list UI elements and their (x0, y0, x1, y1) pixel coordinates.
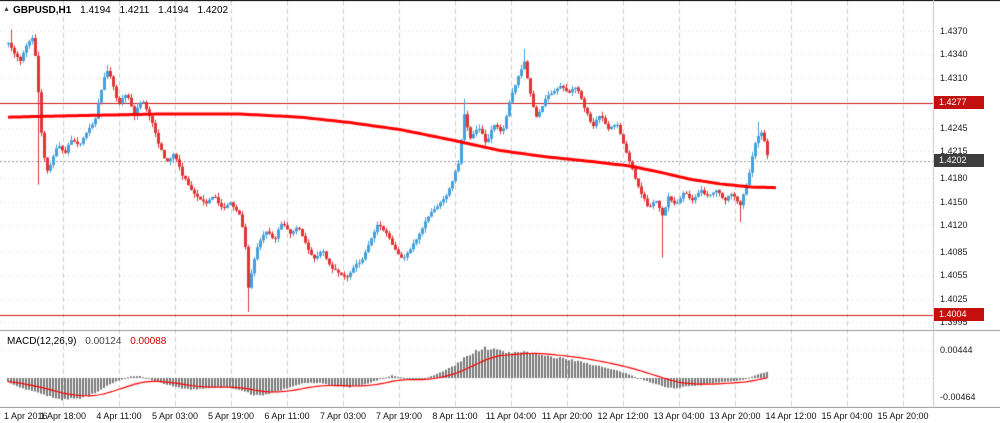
time-axis-label: 14 Apr 12:00 (765, 411, 817, 421)
ohlc-high: 1.4211 (119, 5, 150, 16)
price-axis-label: 1.4180 (940, 173, 968, 184)
time-axis-label: 13 Apr 04:00 (653, 411, 705, 421)
time-axis-label: 15 Apr 20:00 (877, 411, 929, 421)
macd-indicator-label: MACD(12,26,9) (7, 336, 77, 347)
ohlc-low: 1.4194 (158, 5, 189, 16)
price-axis-label: 1.4025 (940, 293, 968, 304)
chart-symbol-icon: ▲ (3, 6, 10, 13)
macd-axis-label: 0.00444 (940, 344, 973, 355)
price-axis-label: 1.4245 (940, 123, 968, 133)
ohlc-close: 1.4202 (197, 5, 229, 16)
time-axis-label: 11 Apr 04:00 (485, 411, 537, 421)
time-axis-label: 5 Apr 03:00 (151, 411, 199, 421)
chart-header: GBPUSD,H1 1.4194 1.4211 1.4194 1.4202 (13, 5, 228, 16)
time-axis-label: 5 Apr 19:00 (207, 411, 255, 421)
price-axis-label: 1.3995 (940, 317, 968, 327)
time-axis-label: 1 Apr 18:00 (39, 411, 87, 421)
time-axis-label: 6 Apr 11:00 (264, 411, 310, 421)
current-price-badge: 1.4202 (934, 154, 984, 168)
price-axis-label: 1.4055 (940, 270, 968, 281)
ohlc-open: 1.4194 (80, 5, 111, 16)
macd-axis-label: -0.00464 (940, 392, 976, 402)
symbol-timeframe-label: GBPUSD,H1 (13, 5, 72, 16)
level-price-badge: 1.4277 (934, 96, 984, 110)
price-axis-label: 1.4120 (940, 220, 968, 230)
time-axis-label: 15 Apr 04:00 (821, 411, 873, 421)
macd-header: MACD(12,26,9) 0.00124 0.00088 (7, 336, 166, 347)
time-axis-label: 4 Apr 11:00 (96, 411, 142, 421)
time-axis-label: 13 Apr 20:00 (709, 411, 761, 421)
time-axis-label: 7 Apr 03:00 (319, 411, 367, 421)
price-axis-label: 1.4215 (940, 146, 968, 157)
price-axis[interactable]: 1.4370 1.4340 1.4310 1.4245 1.4215 1.4180 1.41… (933, 0, 1000, 408)
time-axis-label: 7 Apr 19:00 (375, 411, 423, 421)
price-axis-label: 1.4085 (940, 247, 968, 258)
time-axis-label: 12 Apr 12:00 (597, 411, 649, 421)
macd-signal-value: 0.00088 (130, 336, 167, 347)
level-price-badge: 1.4004 (934, 308, 984, 322)
price-axis-label: 1.4150 (940, 196, 968, 207)
price-axis-label: 1.4310 (940, 72, 968, 83)
price-axis-label: 1.4370 (940, 26, 968, 36)
time-axis-label: 1 Apr 2016 (4, 411, 48, 421)
price-axis-label: 1.4340 (940, 49, 968, 60)
time-axis-label: 8 Apr 11:00 (432, 411, 478, 421)
time-axis[interactable]: 1 Apr 2016 1 Apr 18:00 4 Apr 11:00 5 Apr 03… (0, 408, 1000, 423)
time-axis-label: 11 Apr 20:00 (541, 411, 593, 421)
macd-main-value: 0.00124 (85, 336, 122, 347)
